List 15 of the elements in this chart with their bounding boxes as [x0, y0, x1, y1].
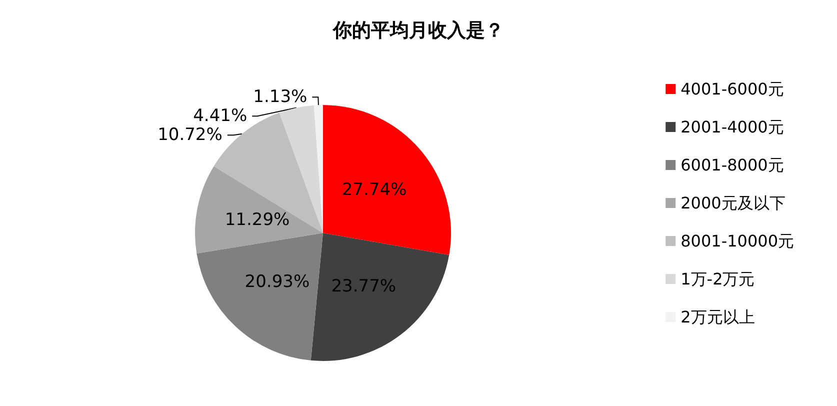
legend-label: 6001-8000元 [680, 156, 784, 174]
legend-label: 1万-2万元 [680, 270, 755, 288]
legend-label: 2000元及以下 [680, 194, 786, 212]
chart-title: 你的平均月收入是？ [332, 20, 504, 42]
data-label: 27.74% [342, 180, 407, 200]
legend-label: 2万元以上 [680, 308, 755, 326]
data-label: 4.41% [193, 106, 248, 126]
data-label: 10.72% [158, 125, 222, 146]
data-label: 1.13% [253, 87, 308, 108]
legend-label: 2001-4000元 [680, 118, 784, 136]
data-label: 23.77% [331, 276, 396, 296]
data-label: 20.93% [244, 272, 310, 292]
legend-label: 4001-6000元 [680, 80, 784, 98]
data-label: 11.29% [224, 210, 290, 230]
legend-label: 8001-10000元 [680, 232, 794, 250]
